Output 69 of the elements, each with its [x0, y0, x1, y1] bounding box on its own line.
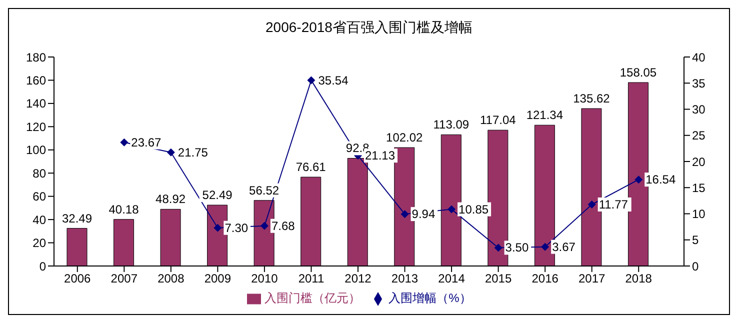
y2-tick-label: 0: [692, 259, 699, 274]
data-label: 11.77: [598, 198, 628, 212]
data-label: 52.49: [202, 188, 233, 202]
data-label: 3.67: [552, 240, 576, 254]
data-label: 3.50: [505, 240, 529, 255]
x-tick-label: 2011: [298, 272, 324, 286]
y-tick-label: 120: [26, 120, 46, 134]
data-label: 32.49: [62, 211, 92, 226]
data-label: 56.52: [249, 183, 280, 198]
data-label: 35.54: [318, 73, 349, 88]
x-tick-label: 2013: [391, 272, 418, 286]
y2-tick-label: 20: [692, 154, 706, 169]
x-tick-label: 2016: [532, 272, 559, 286]
point: [448, 205, 456, 214]
point: [214, 224, 222, 232]
legend-label: 入围增幅（%）: [388, 291, 472, 305]
data-label: 7.30: [224, 220, 248, 235]
point: [588, 200, 596, 208]
y2-tick-label: 10: [692, 207, 706, 222]
point: [541, 242, 550, 251]
chart-title: 2006-2018省百强入围门槛及增幅: [264, 19, 474, 37]
y-tick-label: 60: [32, 190, 46, 204]
data-label: 158.05: [620, 65, 657, 80]
y2-tick-label: 15: [692, 180, 706, 195]
x-tick-label: 2015: [484, 272, 512, 286]
y-tick-label: 100: [26, 143, 46, 158]
y2-tick-label: 5: [692, 233, 699, 248]
data-label: 135.62: [573, 92, 610, 106]
data-label: 9.94: [412, 207, 436, 222]
x-tick-label: 2008: [158, 272, 185, 286]
y2-tick-label: 30: [692, 102, 706, 117]
point: [120, 138, 128, 146]
data-label: 48.92: [156, 192, 186, 206]
y2-tick-label: 25: [692, 128, 706, 143]
x-tick-label: 2018: [625, 272, 652, 286]
y-tick-label: 160: [26, 73, 46, 88]
data-label: 113.09: [433, 118, 470, 132]
data-label: 40.18: [108, 202, 140, 216]
legend-label: 入围门槛（亿元）: [264, 291, 361, 305]
x-tick-label: 2006: [64, 272, 92, 286]
x-tick-label: 2012: [344, 272, 372, 286]
y2-tick-label: 40: [692, 50, 706, 64]
data-label: 7.68: [271, 218, 296, 233]
data-label: 23.67: [131, 135, 162, 150]
y-tick-label: 180: [26, 50, 46, 64]
data-label: 21.75: [178, 145, 208, 160]
x-tick-label: 2017: [578, 272, 606, 286]
y-tick-label: 80: [32, 166, 46, 180]
y-tick-label: 40: [32, 212, 46, 227]
x-tick-label: 2010: [251, 272, 278, 286]
point: [400, 210, 409, 218]
y2-tick-label: 35: [692, 76, 706, 90]
x-tick-label: 2007: [110, 272, 138, 286]
point: [260, 222, 268, 230]
point: [307, 76, 316, 84]
x-tick-label: 2009: [204, 272, 232, 286]
point: [634, 176, 643, 184]
y-tick-label: 20: [32, 236, 46, 250]
data-label: 102.02: [386, 130, 424, 145]
data-label: 121.34: [526, 108, 564, 122]
data-label: 76.61: [296, 160, 326, 174]
y-tick-label: 0: [39, 259, 46, 274]
x-tick-label: 2014: [438, 272, 466, 286]
point: [494, 244, 502, 252]
data-label: 16.54: [646, 172, 676, 187]
y-tick-label: 140: [26, 96, 46, 111]
data-label: 117.04: [480, 113, 516, 128]
point: [166, 148, 175, 156]
data-label: 10.85: [458, 202, 489, 216]
